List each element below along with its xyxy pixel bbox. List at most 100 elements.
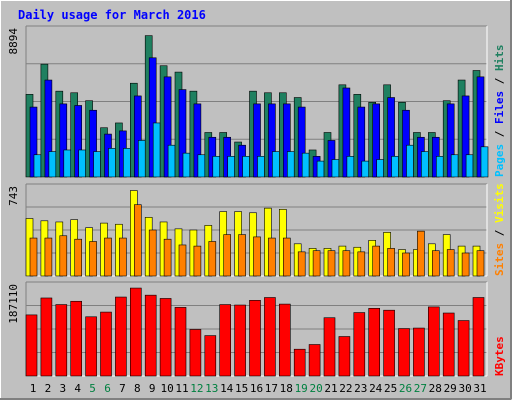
x-label-day-23: 23 xyxy=(354,382,367,395)
bar-sites-day-31 xyxy=(476,250,485,277)
legend-visits: Visits xyxy=(493,183,506,229)
legend-separator: / xyxy=(493,229,506,243)
bar-kbytes-day-7 xyxy=(115,296,127,377)
bar-pages-day-31 xyxy=(480,146,489,178)
bar-pages-day-29 xyxy=(450,154,459,178)
bar-sites-day-21 xyxy=(327,250,336,277)
bar-pages-day-30 xyxy=(465,154,474,178)
x-label-day-10: 10 xyxy=(160,382,173,395)
bar-kbytes-day-3 xyxy=(55,304,68,377)
x-label-day-26: 26 xyxy=(399,382,412,395)
panel-visits-sites: 743 Sites / Visits xyxy=(7,183,506,277)
bar-pages-day-9 xyxy=(152,122,161,178)
bar-pages-day-16 xyxy=(257,156,265,178)
bar-sites-day-19 xyxy=(297,251,306,277)
bar-files-day-30 xyxy=(461,95,470,178)
x-label-day-8: 8 xyxy=(134,382,141,395)
x-label-day-17: 17 xyxy=(265,382,278,395)
x-label-day-9: 9 xyxy=(149,382,156,395)
bar-kbytes-day-10 xyxy=(159,298,172,377)
bar-sites-day-28 xyxy=(431,250,440,277)
bar-pages-day-21 xyxy=(331,159,340,178)
x-label-day-1: 1 xyxy=(30,382,37,395)
bar-pages-day-14 xyxy=(227,156,235,178)
legend-hits-files-pages: Pages / Files / Hits xyxy=(493,45,506,178)
bar-kbytes-day-5 xyxy=(85,316,97,377)
legend-kbytes: KBytes xyxy=(493,336,506,376)
bar-kbytes-day-4 xyxy=(70,300,82,377)
bar-pages-day-2 xyxy=(48,151,57,178)
bar-pages-day-13 xyxy=(212,156,221,178)
bar-files-day-21 xyxy=(327,140,336,178)
x-label-day-28: 28 xyxy=(429,382,442,395)
bar-sites-day-8 xyxy=(134,204,142,277)
bar-kbytes-day-31 xyxy=(472,297,485,377)
bar-files-day-31 xyxy=(476,76,485,178)
x-label-day-19: 19 xyxy=(295,382,308,395)
bar-files-day-17 xyxy=(268,103,276,178)
x-label-day-25: 25 xyxy=(384,382,397,395)
y-max-label: 743 xyxy=(7,186,20,206)
x-label-day-14: 14 xyxy=(220,382,234,395)
bar-sites-day-20 xyxy=(312,250,321,277)
bar-kbytes-day-16 xyxy=(249,300,261,377)
x-label-day-13: 13 xyxy=(205,382,218,395)
legend-kbytes: KBytes xyxy=(493,336,506,376)
panel-kbytes: 187110 KBytes xyxy=(7,281,506,377)
bar-pages-day-12 xyxy=(197,154,206,178)
bar-kbytes-day-8 xyxy=(130,287,142,377)
bar-files-day-19 xyxy=(297,106,306,178)
bar-kbytes-day-29 xyxy=(442,312,455,377)
bar-pages-day-6 xyxy=(108,148,116,178)
x-label-day-20: 20 xyxy=(309,382,322,395)
y-max-label: 187110 xyxy=(7,284,20,324)
bar-kbytes-day-27 xyxy=(413,327,425,377)
bar-files-day-16 xyxy=(253,103,261,178)
x-label-day-6: 6 xyxy=(104,382,111,395)
x-label-day-22: 22 xyxy=(339,382,352,395)
bar-files-day-12 xyxy=(193,103,202,178)
bar-pages-day-19 xyxy=(301,152,310,178)
x-label-day-7: 7 xyxy=(119,382,126,395)
bar-pages-day-25 xyxy=(391,156,399,178)
legend-separator: / xyxy=(493,77,506,91)
x-label-day-24: 24 xyxy=(369,382,383,395)
bar-pages-day-11 xyxy=(182,152,191,178)
bar-files-day-1 xyxy=(29,106,38,178)
bar-kbytes-day-1 xyxy=(25,314,38,377)
bar-sites-day-13 xyxy=(208,241,217,277)
x-label-day-3: 3 xyxy=(59,382,66,395)
legend-pages: Pages xyxy=(493,144,506,177)
bar-kbytes-day-23 xyxy=(353,312,366,377)
bar-sites-day-29 xyxy=(446,249,455,277)
bar-pages-day-18 xyxy=(286,151,295,178)
bar-kbytes-day-30 xyxy=(457,320,470,377)
bar-kbytes-day-14 xyxy=(219,304,231,377)
bar-files-day-5 xyxy=(89,109,97,178)
bar-pages-day-15 xyxy=(242,156,250,178)
panels: 8894 Pages / Files / Hits 743 Sites / Visit… xyxy=(7,25,506,377)
bar-sites-day-25 xyxy=(387,248,395,277)
bar-pages-day-23 xyxy=(361,160,370,178)
x-axis-labels: 1 2 3 4 5 6 7 8 9 10 11 12 13 14 15 16 17 18 19 20 21 22 23 24 2… xyxy=(30,382,487,395)
bar-pages-day-7 xyxy=(123,148,131,178)
legend-visits-sites: Sites / Visits xyxy=(493,183,506,276)
x-label-day-30: 30 xyxy=(458,382,471,395)
bar-sites-day-27 xyxy=(417,230,425,277)
bar-sites-day-1 xyxy=(29,237,38,277)
bar-pages-day-28 xyxy=(435,156,444,178)
bar-kbytes-day-28 xyxy=(427,306,440,377)
x-label-day-12: 12 xyxy=(190,382,203,395)
bar-pages-day-10 xyxy=(167,144,176,178)
bar-files-day-24 xyxy=(372,103,381,178)
bar-sites-day-17 xyxy=(268,237,276,277)
bar-kbytes-day-15 xyxy=(234,304,246,377)
bar-kbytes-day-25 xyxy=(383,309,395,377)
bar-kbytes-day-6 xyxy=(100,311,112,377)
legend-files: Files xyxy=(493,91,506,131)
bar-pages-day-4 xyxy=(78,149,86,178)
bar-kbytes-day-21 xyxy=(323,317,336,377)
bar-sites-day-23 xyxy=(357,251,366,277)
legend-sites: Sites xyxy=(493,243,506,276)
